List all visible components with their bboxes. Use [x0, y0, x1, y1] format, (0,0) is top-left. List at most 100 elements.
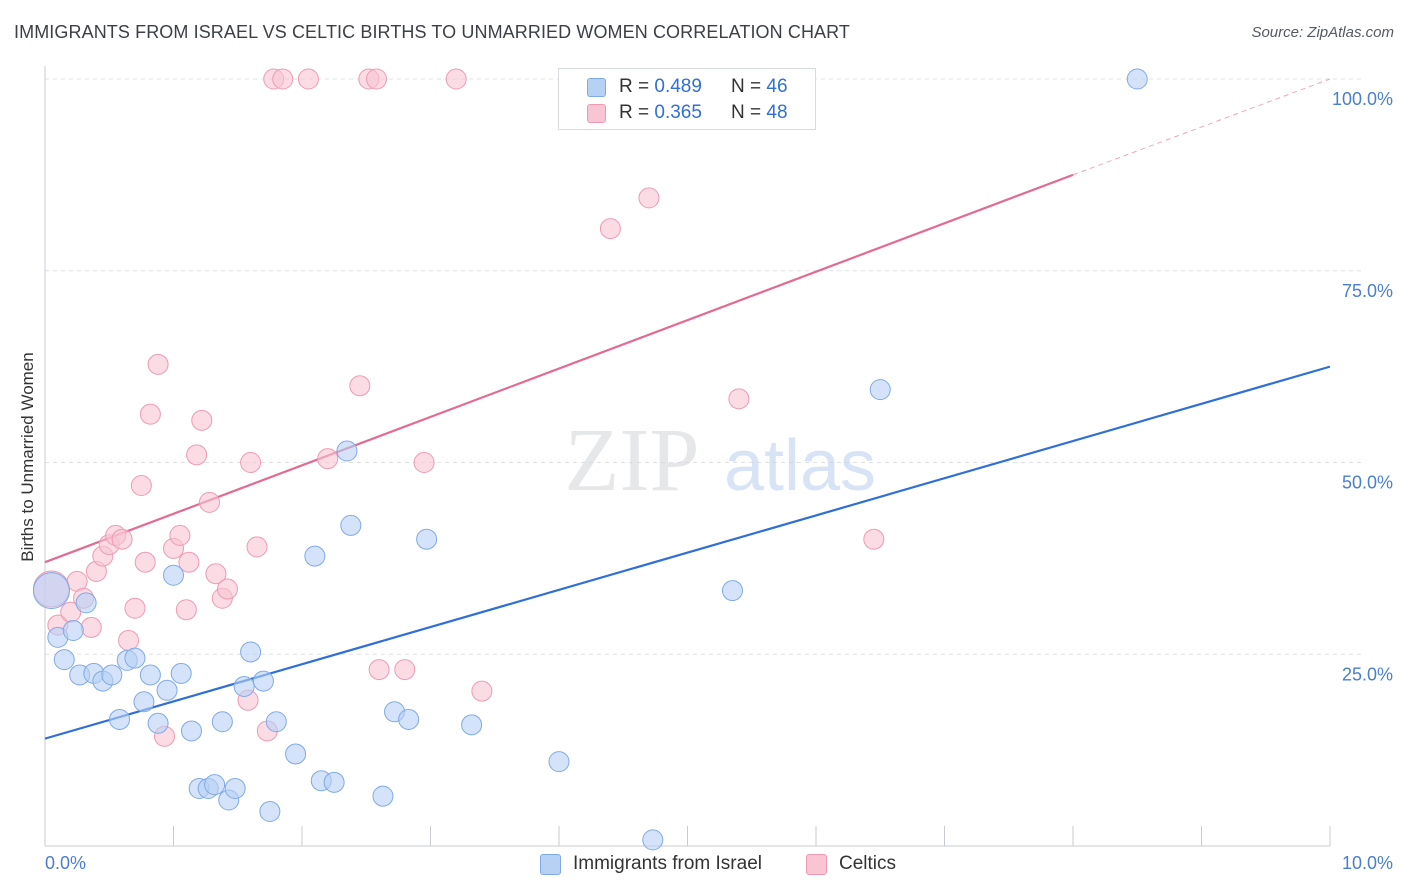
legend-swatch-israel [540, 854, 561, 875]
watermark-zip: ZIP [565, 411, 700, 510]
data-point-celtics [413, 452, 435, 473]
data-point-israel [133, 691, 155, 713]
series-celtics [32, 68, 885, 747]
x-tick-label: 0.0% [45, 853, 86, 873]
data-point-israel [252, 670, 274, 692]
watermark-atlas: atlas [724, 426, 876, 506]
correlation-legend: R = 0.489 N = 46 R = 0.365 N = 48 [558, 68, 816, 130]
data-point-israel [336, 440, 358, 462]
data-point-israel [240, 641, 262, 663]
data-point-celtics [198, 491, 220, 513]
data-point-celtics [111, 528, 133, 550]
data-point-israel [53, 649, 75, 671]
r-label: R = [619, 102, 655, 123]
data-point-israel [265, 711, 287, 733]
data-point-celtics [205, 563, 227, 585]
data-point-celtics [124, 597, 146, 619]
data-point-israel [211, 711, 233, 733]
chart-title: IMMIGRANTS FROM ISRAEL VS CELTIC BIRTHS … [14, 22, 851, 42]
data-point-israel [204, 774, 226, 796]
data-point-celtics [139, 403, 161, 425]
n-label: N = [731, 102, 767, 123]
data-point-celtics [130, 475, 152, 497]
data-point-celtics [317, 448, 339, 470]
data-point-israel [156, 679, 178, 701]
legend-label-celtics: Celtics [839, 853, 897, 874]
data-point-israel [224, 777, 246, 799]
n-value-israel: 46 [766, 76, 788, 97]
trend-lines [44, 78, 1331, 740]
data-point-celtics [246, 536, 268, 558]
data-point-celtics [178, 551, 200, 573]
data-point-celtics [366, 68, 388, 90]
axes [44, 66, 1331, 847]
data-point-celtics [272, 68, 294, 90]
data-point-celtics [638, 187, 660, 209]
data-point-celtics [349, 375, 371, 397]
data-point-celtics [394, 659, 416, 681]
data-point-israel [285, 743, 307, 765]
series-israel [32, 68, 1148, 851]
data-point-israel [259, 800, 281, 822]
data-point-israel [1126, 68, 1148, 90]
y-tick-label: 50.0% [1342, 473, 1393, 493]
data-point-celtics [216, 578, 238, 600]
data-point-israel [461, 714, 483, 736]
watermark: ZIP atlas [565, 411, 877, 510]
legend-swatch-israel [587, 78, 606, 97]
data-point-celtics [134, 551, 156, 573]
data-point-celtics [147, 353, 169, 375]
data-point-celtics [368, 659, 390, 681]
data-point-celtics [863, 528, 885, 550]
data-point-celtics [186, 444, 208, 466]
y-axis-label: Births to Unmarried Women [18, 352, 37, 561]
y-tick-label: 75.0% [1342, 281, 1393, 301]
data-point-celtics [169, 524, 191, 546]
data-point-celtics [240, 452, 262, 473]
r-label: R = [619, 76, 655, 97]
r-value-israel: 0.489 [654, 76, 702, 97]
trend-line-celtics-extension [1072, 78, 1331, 176]
data-point-israel [398, 708, 420, 730]
legend-swatch-celtics [806, 854, 827, 875]
data-point-celtics [191, 409, 213, 431]
data-point-israel [32, 572, 70, 610]
data-point-israel [340, 514, 362, 536]
data-point-israel [124, 647, 146, 669]
r-value-celtics: 0.365 [654, 102, 702, 123]
source-credit: Source: ZipAtlas.com [1251, 24, 1394, 41]
data-point-celtics [599, 218, 621, 240]
n-value-celtics: 48 [766, 102, 788, 123]
data-point-israel [233, 675, 255, 697]
gridlines [45, 78, 1365, 655]
data-point-israel [721, 580, 743, 602]
data-point-israel [548, 751, 570, 773]
data-point-israel [62, 619, 84, 641]
data-point-israel [304, 545, 326, 567]
data-point-celtics [728, 388, 750, 410]
data-point-celtics [471, 680, 493, 702]
data-point-celtics [175, 599, 197, 621]
legend-swatch-celtics [587, 104, 606, 123]
data-point-celtics [445, 68, 467, 90]
data-point-israel [642, 829, 664, 851]
data-point-celtics [297, 68, 319, 90]
data-point-israel [147, 712, 169, 734]
legend-label-israel: Immigrants from Israel [573, 853, 762, 874]
x-tick-label: 10.0% [1342, 853, 1393, 873]
y-tick-label: 100.0% [1332, 89, 1393, 109]
n-label: N = [731, 76, 767, 97]
data-point-israel [372, 785, 394, 807]
data-point-israel [323, 771, 345, 793]
data-point-israel [75, 592, 97, 614]
tick-labels: 25.0% 50.0% 75.0% 100.0% 0.0% 10.0% [45, 89, 1393, 873]
data-point-israel [109, 708, 131, 730]
data-point-celtics [80, 616, 102, 638]
data-point-celtics [118, 629, 140, 651]
y-tick-label: 25.0% [1342, 664, 1393, 684]
data-point-israel [101, 664, 123, 686]
data-point-israel [180, 720, 202, 742]
data-point-israel [139, 664, 161, 686]
data-point-israel [170, 662, 192, 684]
